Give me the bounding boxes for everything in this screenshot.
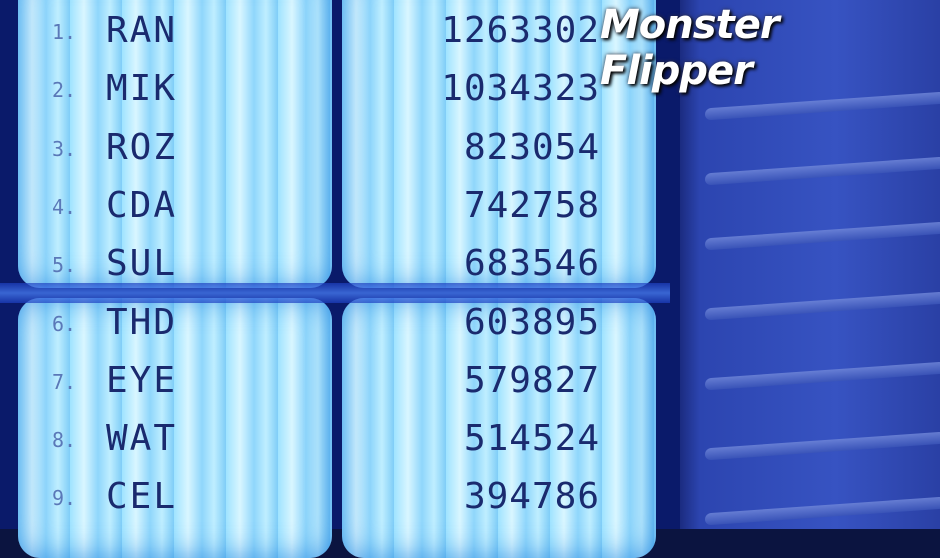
score: 683546 (463, 243, 600, 285)
leaderboard-row: 9. CEL 394786 (0, 472, 680, 522)
game-logo-title: Monster Flipper (600, 2, 780, 94)
player-initials: CEL (106, 476, 178, 518)
score: 742758 (463, 184, 600, 226)
leaderboard-row: 1. RAN 1263302 (0, 6, 680, 56)
shutter-slat (705, 496, 940, 526)
shutter-slat (705, 361, 940, 391)
rank: 3. (52, 136, 77, 161)
score: 1034323 (441, 68, 600, 110)
score: 394786 (463, 476, 600, 518)
screen-panel (342, 298, 656, 558)
shutter-slat (705, 221, 940, 251)
player-initials: WAT (106, 418, 178, 460)
player-initials: SUL (106, 243, 178, 285)
player-initials: THD (106, 301, 178, 343)
scoreboard-screen: 1. RAN 1263302 2. MIK 1034323 3. ROZ 82305… (0, 0, 680, 558)
rank: 5. (52, 253, 77, 278)
score: 603895 (463, 301, 600, 343)
player-initials: RAN (106, 10, 178, 51)
player-initials: ROZ (106, 126, 178, 168)
panel-divider (0, 283, 670, 303)
score: 579827 (463, 359, 600, 401)
screen-panel (18, 298, 332, 558)
shutter-door (680, 0, 940, 529)
rank: 6. (52, 311, 77, 336)
leaderboard-row: 2. MIK 1034323 (0, 64, 680, 114)
leaderboard-row: 5. SUL 683546 (0, 239, 680, 289)
rank: 1. (52, 20, 77, 44)
rank: 9. (52, 486, 77, 511)
screen-panel (18, 0, 332, 288)
player-initials: EYE (106, 359, 178, 401)
rank: 7. (52, 369, 77, 394)
leaderboard-row: 3. ROZ 823054 (0, 123, 680, 173)
rank: 2. (52, 78, 77, 103)
screen-panel (342, 0, 656, 288)
leaderboard-row: 7. EYE 579827 (0, 356, 680, 406)
score: 823054 (463, 126, 600, 168)
leaderboard-row: 8. WAT 514524 (0, 414, 680, 464)
rank: 4. (52, 194, 77, 219)
score: 1263302 (441, 10, 600, 51)
score: 514524 (463, 418, 600, 460)
leaderboard-row: 4. CDA 742758 (0, 181, 680, 231)
shutter-slat (705, 91, 940, 121)
shutter-slat (705, 291, 940, 321)
player-initials: CDA (106, 184, 178, 226)
shutter-slat (705, 156, 940, 186)
shutter-slat (705, 431, 940, 461)
player-initials: MIK (106, 68, 178, 110)
rank: 8. (52, 428, 77, 453)
leaderboard-row: 6. THD 603895 (0, 298, 680, 348)
